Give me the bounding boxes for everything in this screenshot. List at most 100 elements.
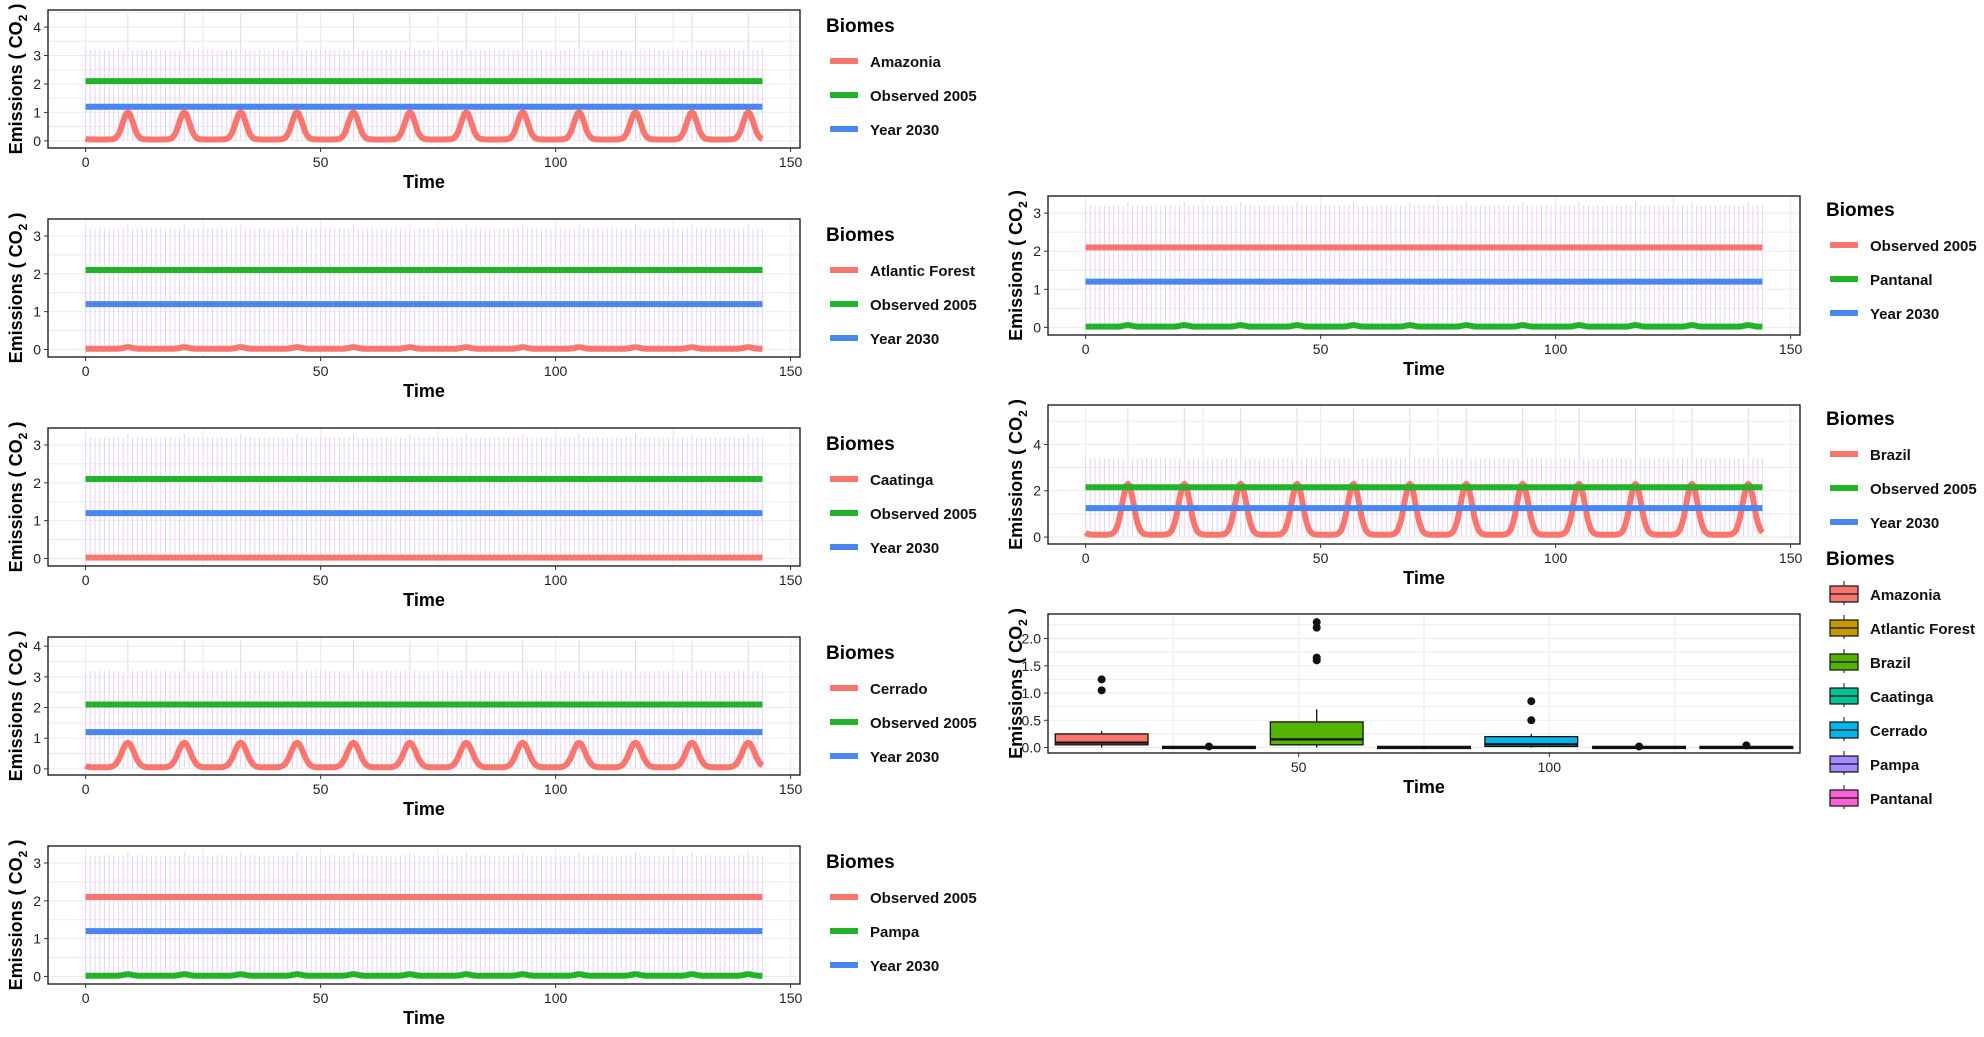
x-tick-label: 0: [82, 781, 90, 797]
y-tick-label: 1.0: [1022, 685, 1042, 701]
x-tick-label: 100: [1544, 341, 1568, 357]
panel-border: [47, 218, 801, 358]
legend-label-cerrado: Cerrado: [1870, 723, 1928, 740]
chart-panel-caatinga: 0 1 2 3 0 50 100 150 Time Emissions ( CO2 ) Biomes…: [6, 422, 977, 610]
series-line-amazonia: [83, 109, 765, 143]
x-axis-title: Time: [403, 172, 445, 192]
background-noise-lines: [1085, 201, 1763, 328]
x-tick-label: 100: [544, 990, 568, 1006]
x-tick-label: 150: [779, 572, 803, 588]
legend-label-atlantic-forest: Atlantic Forest: [870, 263, 975, 280]
legend-label-caatinga: Caatinga: [1870, 689, 1934, 706]
chart-panel-pantanal: 0 1 2 3 0 50 100 150 Time Emissions ( CO2 ) Biomes…: [1006, 190, 1977, 379]
x-tick-label: 150: [779, 990, 803, 1006]
x-tick-label: 0: [82, 154, 90, 170]
y-axis-title: Emissions ( CO2 ): [6, 213, 30, 364]
legend: Biomes Observed 2005 Pantanal Year 2030: [1826, 200, 1977, 323]
legend-label-observed-2005: Observed 2005: [870, 88, 977, 105]
legend-label-pantanal: Pantanal: [1870, 791, 1933, 808]
y-tick-label: 1: [33, 304, 41, 320]
legend-title: Biomes: [826, 225, 895, 246]
y-tick-label: 0.0: [1022, 740, 1042, 756]
x-tick-label: 0: [1082, 341, 1090, 357]
chart-panel-cerrado: 0 1 2 3 4 0 50 100 150 Time Emissions ( CO2 ) Biome…: [6, 631, 977, 819]
x-axis-title: Time: [403, 590, 445, 610]
x-tick-label: 50: [1313, 550, 1329, 566]
x-tick-label: 50: [313, 781, 329, 797]
legend: Biomes Amazonia Observed 2005 Year 2030: [826, 16, 977, 139]
legend: Biomes Brazil Observed 2005 Year 2030: [1826, 409, 1977, 532]
y-tick-label: 4: [33, 19, 41, 35]
y-tick-label: 0: [33, 761, 41, 777]
x-tick-label: 150: [779, 154, 803, 170]
legend-label-brazil: Brazil: [1870, 447, 1911, 464]
y-axis-title: Emissions ( CO2 ): [6, 631, 30, 782]
legend-label-pampa: Pampa: [870, 924, 920, 941]
y-tick-label: 0: [33, 341, 41, 357]
legend-title: Biomes: [826, 852, 895, 873]
y-tick-label: 0: [1033, 319, 1041, 335]
x-axis-title: Time: [1403, 568, 1445, 588]
x-tick-label: 150: [779, 363, 803, 379]
chart-panel-pampa: 0 1 2 3 0 50 100 150 Time Emissions ( CO2 ) Biomes…: [6, 840, 977, 1028]
series-line-pampa: [83, 971, 765, 979]
legend-label-amazonia: Amazonia: [1870, 587, 1942, 604]
legend: Biomes Cerrado Observed 2005 Year 2030: [826, 643, 977, 766]
legend: Biomes Amazonia Atlantic Forest Brazil Caati…: [1826, 549, 1975, 809]
x-tick-label: 0: [82, 572, 90, 588]
y-tick-label: 1: [33, 513, 41, 529]
y-axis-title: Emissions ( CO2 ): [6, 422, 30, 573]
y-tick-label: 1: [33, 931, 41, 947]
y-tick-label: 2: [1033, 483, 1041, 499]
legend-title: Biomes: [1826, 549, 1895, 570]
legend-label-observed-2005: Observed 2005: [870, 506, 977, 523]
y-tick-label: 2: [33, 475, 41, 491]
legend-title: Biomes: [826, 434, 895, 455]
legend-label-observed-2005: Observed 2005: [870, 297, 977, 314]
background-noise-lines: [85, 433, 763, 559]
series-line-pantanal: [1083, 322, 1765, 330]
y-tick-label: 2: [1033, 243, 1041, 259]
panel-border: [1047, 613, 1801, 754]
y-tick-label: 3: [33, 855, 41, 871]
x-axis-title: Time: [403, 381, 445, 401]
x-axis-title: Time: [403, 799, 445, 819]
legend-label-year-2030: Year 2030: [870, 331, 939, 348]
panel-border: [47, 9, 801, 149]
x-tick-label: 100: [544, 781, 568, 797]
legend-label-observed-2005: Observed 2005: [1870, 481, 1977, 498]
y-tick-label: 3: [1033, 205, 1041, 221]
legend-label-observed-2005: Observed 2005: [870, 715, 977, 732]
legend: Biomes Caatinga Observed 2005 Year 2030: [826, 434, 977, 557]
background-noise-lines: [85, 640, 763, 769]
legend-label-year-2030: Year 2030: [870, 749, 939, 766]
legend-title: Biomes: [1826, 200, 1895, 221]
series-line-cerrado: [83, 739, 765, 771]
y-tick-label: 4: [1033, 436, 1041, 452]
legend-label-year-2030: Year 2030: [870, 958, 939, 975]
x-tick-label: 50: [313, 363, 329, 379]
x-tick-label: 50: [313, 572, 329, 588]
y-tick-label: 0: [1033, 529, 1041, 545]
box-brazil: [1269, 721, 1364, 746]
chart-panel-amazonia: 0 1 2 3 4 0 50 100 150 Time Emissions ( CO2 ) Biome…: [6, 4, 977, 192]
legend-label-caatinga: Caatinga: [870, 472, 934, 489]
x-axis-title: Time: [1403, 359, 1445, 379]
series-line-brazil: [1083, 480, 1765, 538]
panel-border: [47, 427, 801, 567]
legend-label-pampa: Pampa: [1870, 757, 1920, 774]
y-tick-label: 0.5: [1022, 712, 1042, 728]
background-noise-lines: [85, 12, 763, 141]
x-tick-label: 100: [544, 363, 568, 379]
box-amazonia: [1054, 733, 1149, 746]
x-tick-label: 100: [544, 154, 568, 170]
legend-label-amazonia: Amazonia: [870, 54, 942, 71]
legend: Biomes Observed 2005 Pampa Year 2030: [826, 852, 977, 975]
x-tick-label: 150: [1779, 550, 1803, 566]
legend-title: Biomes: [826, 643, 895, 664]
x-tick-label: 50: [1291, 759, 1307, 775]
legend-title: Biomes: [826, 16, 895, 37]
legend-label-atlantic-forest: Atlantic Forest: [1870, 621, 1975, 638]
legend-label-year-2030: Year 2030: [1870, 515, 1939, 532]
